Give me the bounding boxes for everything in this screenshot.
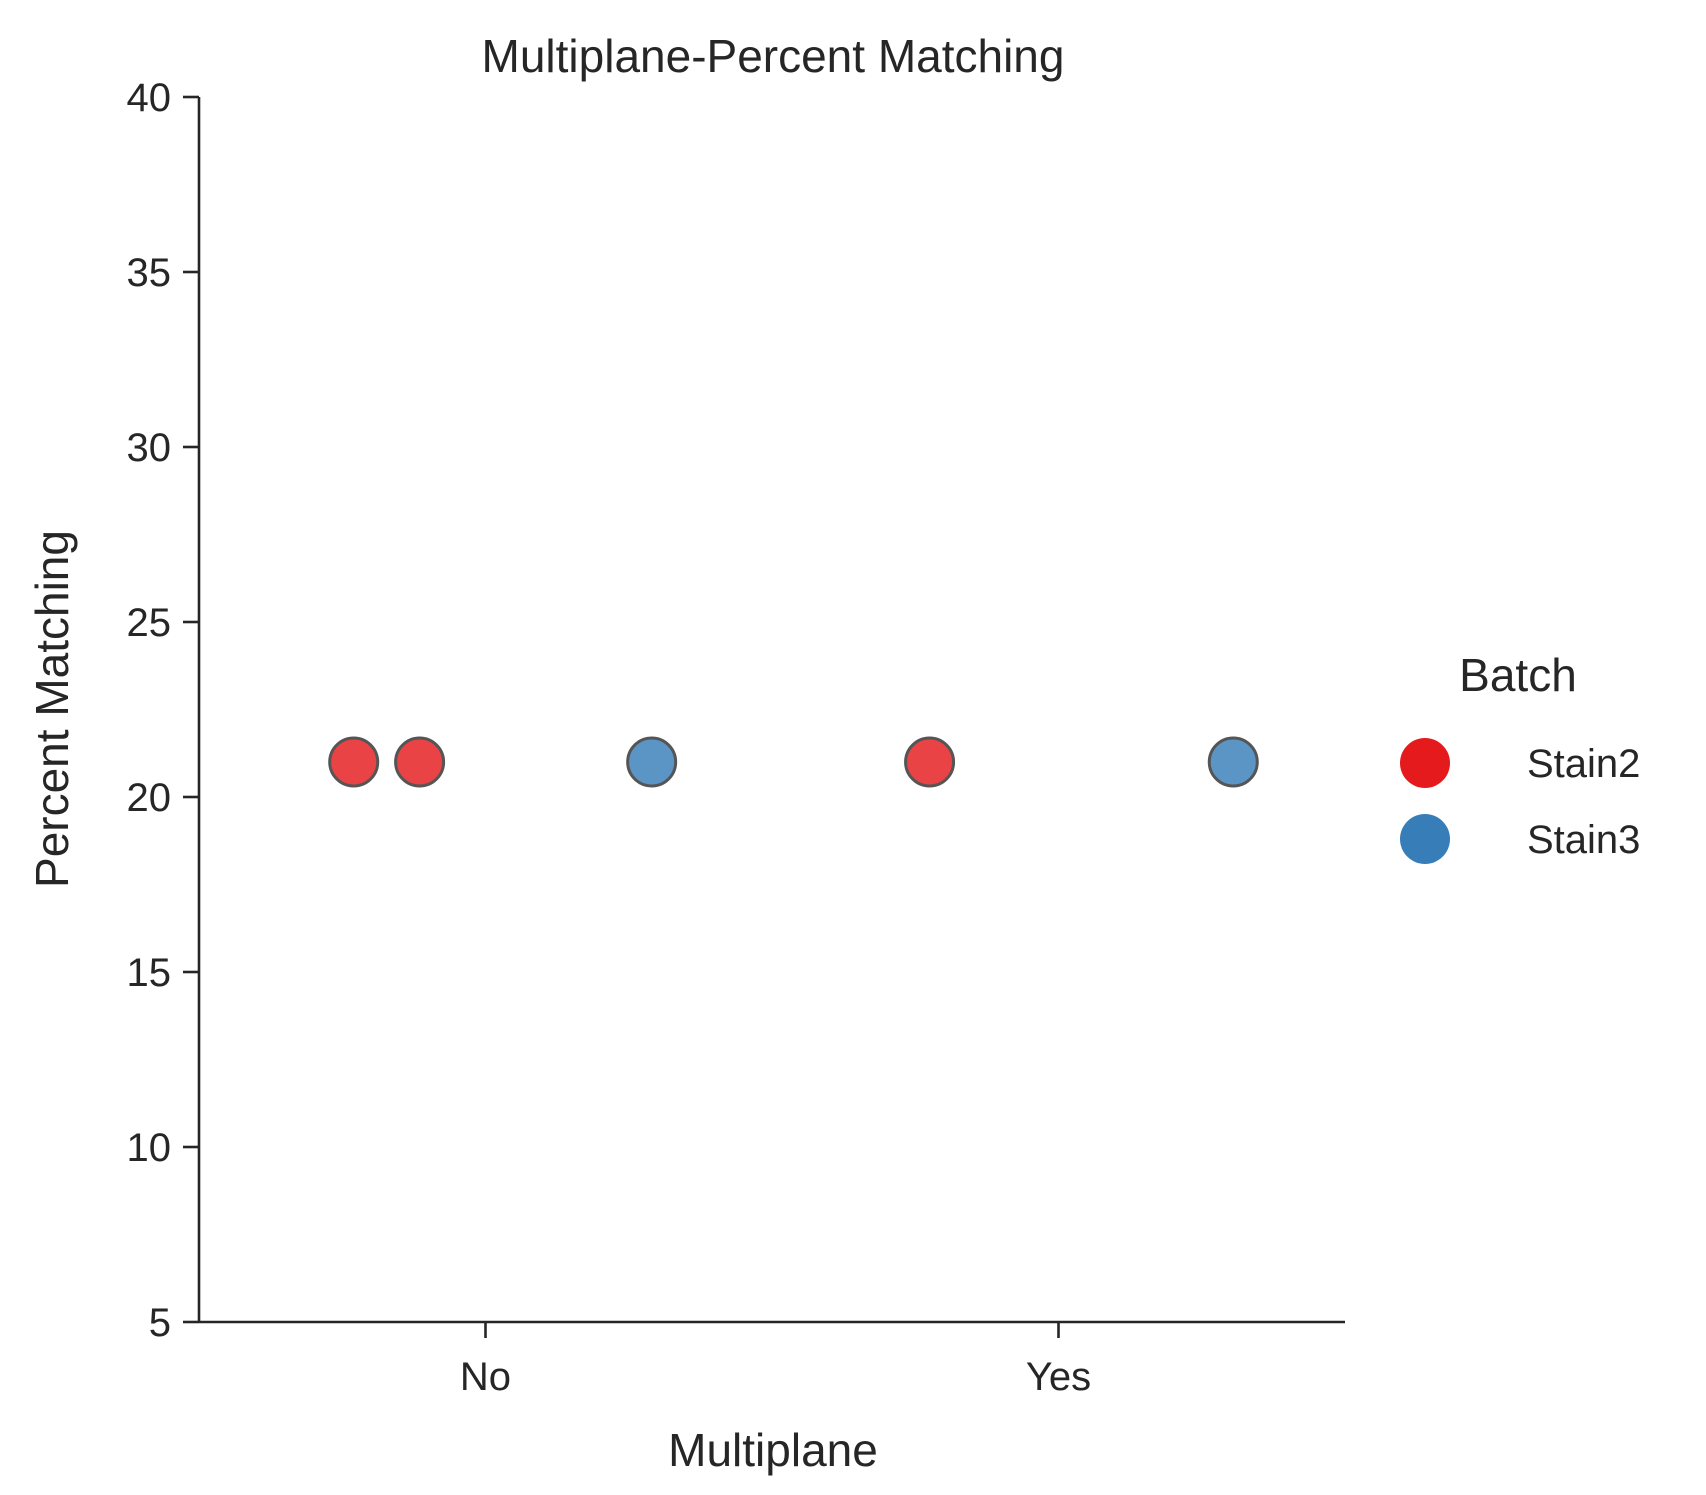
y-tick-label: 30 <box>127 426 172 470</box>
legend-label: Stain2 <box>1527 742 1640 786</box>
data-point <box>626 736 678 788</box>
y-tick-label: 10 <box>127 1126 172 1170</box>
data-point <box>904 736 956 788</box>
y-tick-label: 5 <box>149 1301 171 1345</box>
y-tick-label: 40 <box>127 76 172 120</box>
data-points <box>328 736 1259 788</box>
data-point <box>328 736 380 788</box>
data-point <box>394 736 446 788</box>
chart-title: Multiplane-Percent Matching <box>482 30 1065 82</box>
y-tick-label: 20 <box>127 776 172 820</box>
legend-marker <box>1400 738 1450 788</box>
y-tick-label: 25 <box>127 601 172 645</box>
x-ticks: No Yes <box>460 1322 1091 1399</box>
legend-title: Batch <box>1459 649 1577 701</box>
plot-area: 5 10 15 20 25 30 35 40 No Yes <box>127 76 1345 1399</box>
legend: Batch Stain2 Stain3 <box>1400 649 1640 864</box>
y-tick-label: 35 <box>127 251 172 295</box>
y-ticks: 5 10 15 20 25 30 35 40 <box>127 76 199 1345</box>
legend-label: Stain3 <box>1527 818 1640 862</box>
y-tick-label: 15 <box>127 951 172 995</box>
x-axis-title: Multiplane <box>668 1424 878 1476</box>
y-axis-title: Percent Matching <box>26 530 78 888</box>
x-tick-label: Yes <box>1026 1355 1091 1399</box>
legend-items: Stain2 Stain3 <box>1400 738 1640 864</box>
data-point <box>1207 736 1259 788</box>
x-tick-label: No <box>460 1355 511 1399</box>
legend-marker <box>1400 814 1450 864</box>
